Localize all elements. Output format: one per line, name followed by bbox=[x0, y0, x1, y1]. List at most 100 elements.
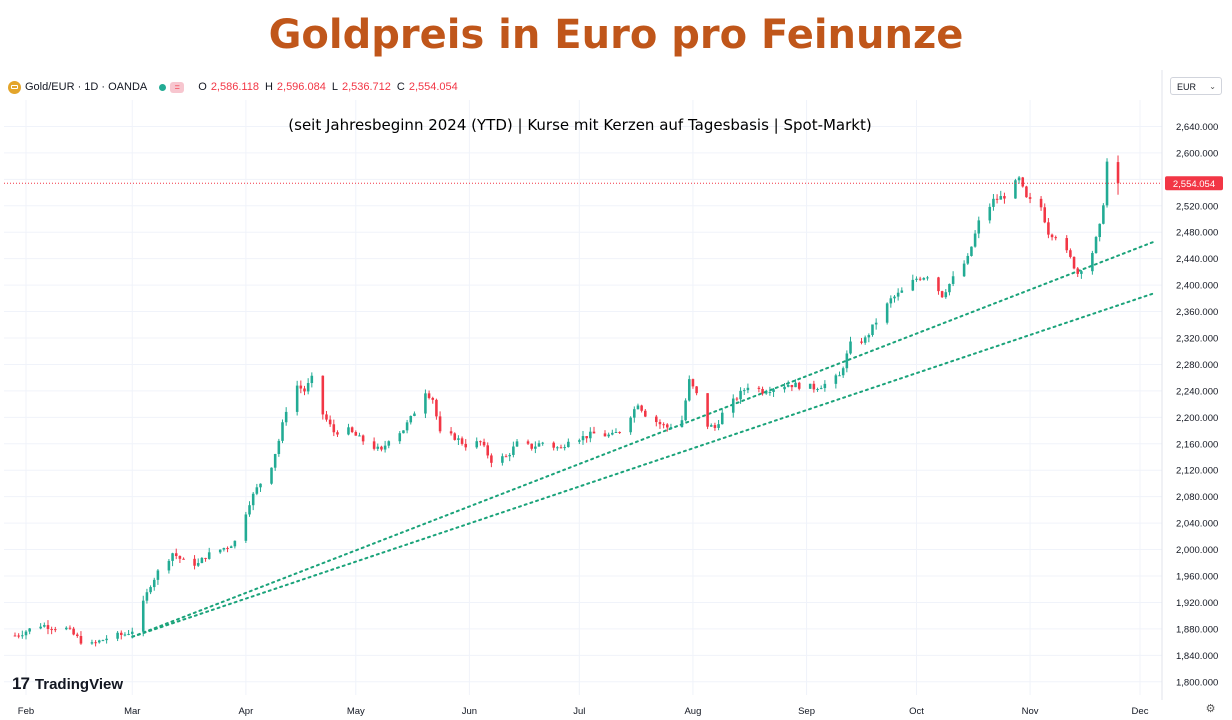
candle-body bbox=[68, 627, 72, 629]
candle-body bbox=[244, 514, 248, 541]
tradingview-logo[interactable]: 17 TradingView bbox=[12, 674, 123, 694]
candle-body bbox=[431, 397, 435, 400]
candle-body bbox=[552, 442, 555, 448]
candle bbox=[885, 302, 889, 325]
candle bbox=[823, 380, 827, 392]
candle bbox=[248, 501, 251, 517]
candle bbox=[999, 190, 1003, 200]
ohlc-high-value: 2,596.084 bbox=[276, 81, 326, 93]
candle-body bbox=[926, 277, 929, 279]
candle-body bbox=[845, 353, 849, 369]
candle bbox=[695, 386, 698, 396]
candle bbox=[918, 276, 922, 282]
candle bbox=[860, 337, 863, 345]
candle-body bbox=[1039, 198, 1043, 208]
candle-body bbox=[39, 626, 42, 629]
candle-body bbox=[691, 379, 695, 387]
candle-body bbox=[464, 443, 468, 448]
candle bbox=[376, 443, 380, 451]
candle bbox=[988, 203, 992, 224]
candle-body bbox=[127, 633, 130, 635]
y-tick-label: 2,520.000 bbox=[1176, 201, 1218, 212]
candle bbox=[281, 419, 284, 444]
candle-body bbox=[1105, 161, 1109, 206]
candle-body bbox=[823, 383, 827, 389]
candle bbox=[893, 295, 896, 303]
y-tick-label: 2,400.000 bbox=[1176, 281, 1218, 292]
candle bbox=[398, 431, 402, 444]
candle bbox=[218, 549, 222, 554]
candle-body bbox=[460, 438, 464, 444]
candle bbox=[431, 396, 435, 404]
candle bbox=[182, 557, 185, 560]
candle-body bbox=[900, 290, 904, 293]
chart-title: Goldpreis in Euro pro Feinunze bbox=[268, 12, 964, 58]
candle bbox=[259, 483, 262, 492]
candle-body bbox=[251, 493, 255, 506]
candle bbox=[167, 559, 171, 574]
candle bbox=[970, 246, 973, 257]
candle-body bbox=[1102, 205, 1105, 224]
candle bbox=[995, 194, 999, 204]
candle-body bbox=[988, 206, 992, 221]
candle-body bbox=[482, 441, 486, 446]
candle bbox=[515, 439, 519, 447]
candle bbox=[926, 275, 929, 281]
candle-body bbox=[849, 341, 852, 354]
candle bbox=[504, 454, 508, 458]
candle-body bbox=[603, 433, 607, 437]
candle-body bbox=[944, 292, 948, 298]
market-status[interactable]: = bbox=[159, 81, 185, 93]
candle-body bbox=[611, 432, 614, 435]
candle bbox=[171, 552, 174, 567]
candle bbox=[43, 622, 46, 628]
settings-icon[interactable]: ⚙ bbox=[1205, 703, 1216, 715]
candle-body bbox=[405, 422, 409, 431]
candle bbox=[1047, 218, 1050, 239]
candle bbox=[226, 546, 229, 553]
candle bbox=[915, 276, 918, 282]
candle-body bbox=[819, 388, 823, 390]
candle-body bbox=[589, 431, 592, 439]
candle bbox=[1065, 235, 1069, 253]
candle-body bbox=[695, 386, 698, 394]
candle-body bbox=[350, 427, 354, 433]
gold-icon bbox=[8, 80, 21, 94]
candle bbox=[207, 547, 211, 560]
candle-body bbox=[196, 563, 200, 566]
candle-body bbox=[449, 431, 453, 434]
candle-body bbox=[299, 385, 303, 389]
candle bbox=[808, 383, 812, 389]
candle-body bbox=[413, 413, 416, 417]
candle bbox=[200, 557, 204, 564]
candle-body bbox=[207, 552, 211, 559]
chevron-down-icon: ⌄ bbox=[1209, 82, 1216, 91]
candle bbox=[530, 443, 533, 451]
candle bbox=[731, 394, 735, 418]
candle-body bbox=[995, 198, 999, 200]
candle bbox=[680, 415, 684, 428]
candle-body bbox=[306, 383, 310, 392]
ohlc-low-label: L bbox=[331, 81, 338, 93]
candle bbox=[812, 380, 816, 393]
candle bbox=[193, 555, 196, 570]
candle-body bbox=[310, 375, 314, 384]
candle-body bbox=[863, 337, 867, 343]
candle-body bbox=[797, 382, 801, 389]
candle bbox=[101, 639, 105, 642]
symbol-label[interactable]: Gold/EUR · 1D · OANDA bbox=[25, 81, 148, 93]
candle bbox=[691, 378, 695, 389]
candle bbox=[944, 289, 948, 299]
candle-body bbox=[790, 384, 794, 388]
currency-select[interactable]: EUR ⌄ bbox=[1170, 77, 1222, 95]
candle bbox=[464, 439, 468, 451]
candle bbox=[534, 441, 537, 454]
candle-body bbox=[713, 425, 717, 428]
candle-body bbox=[21, 635, 24, 637]
candle bbox=[277, 438, 281, 457]
market-open-dot-icon bbox=[159, 83, 167, 91]
candle-body bbox=[174, 553, 178, 557]
candle-body bbox=[537, 443, 541, 447]
candle-body bbox=[54, 629, 57, 631]
